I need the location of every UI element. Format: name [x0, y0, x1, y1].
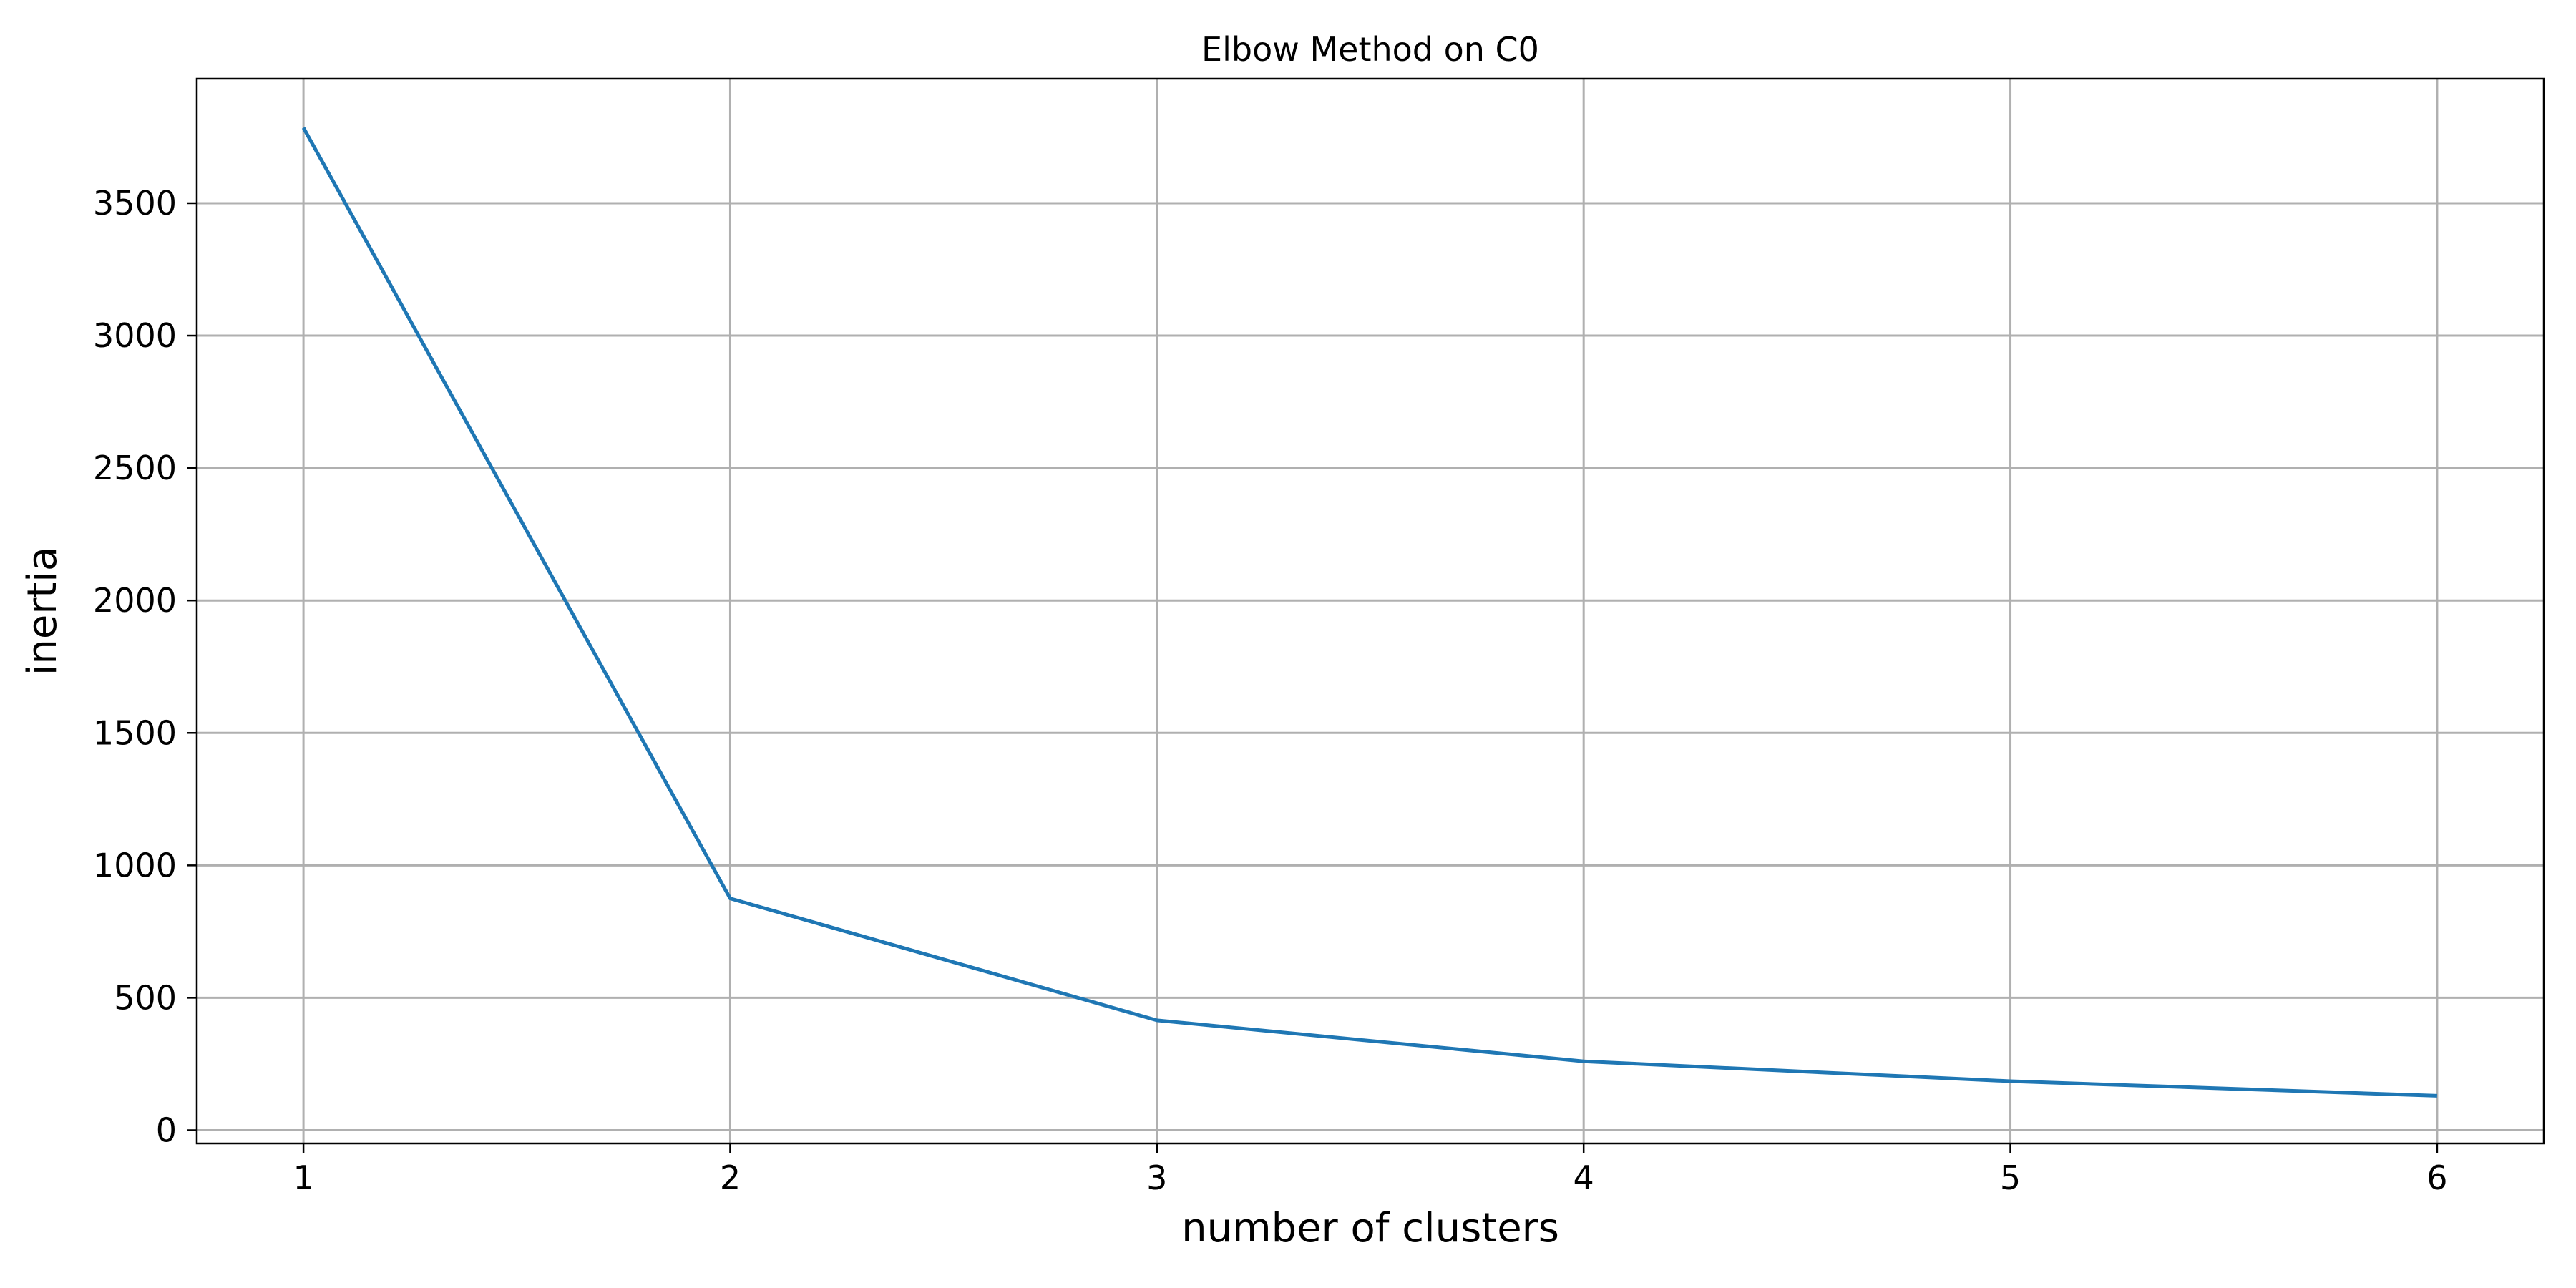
axis-ticks: 1 2 3 4 5 6 0 500 1000 1500 2000 2500 3000 3500: [93, 184, 2448, 1197]
x-tick-label: 6: [2426, 1158, 2447, 1197]
y-tick-label: 3000: [93, 316, 177, 355]
plot-area-frame: [195, 77, 2545, 1145]
y-tick-label: 0: [156, 1111, 177, 1149]
x-tick-label: 3: [1146, 1158, 1167, 1197]
x-tick-label: 5: [2000, 1158, 2021, 1197]
y-tick-label: 3500: [93, 184, 177, 223]
y-tick-label: 2000: [93, 581, 177, 620]
x-tick-label: 2: [720, 1158, 741, 1197]
x-tick-label: 1: [293, 1158, 313, 1197]
chart-title: Elbow Method on C0: [1201, 30, 1539, 69]
y-tick-label: 1500: [93, 713, 177, 752]
x-axis-label: number of clusters: [1181, 1205, 1559, 1252]
grid: [197, 79, 2544, 1143]
y-tick-label: 1000: [93, 846, 177, 884]
series-layer: [301, 127, 2437, 1098]
x-tick-label: 4: [1574, 1158, 1594, 1197]
y-axis-label: inertia: [19, 547, 66, 675]
series-line-0: [301, 127, 2437, 1098]
y-tick-label: 500: [114, 978, 177, 1017]
y-tick-label: 2500: [93, 449, 177, 487]
